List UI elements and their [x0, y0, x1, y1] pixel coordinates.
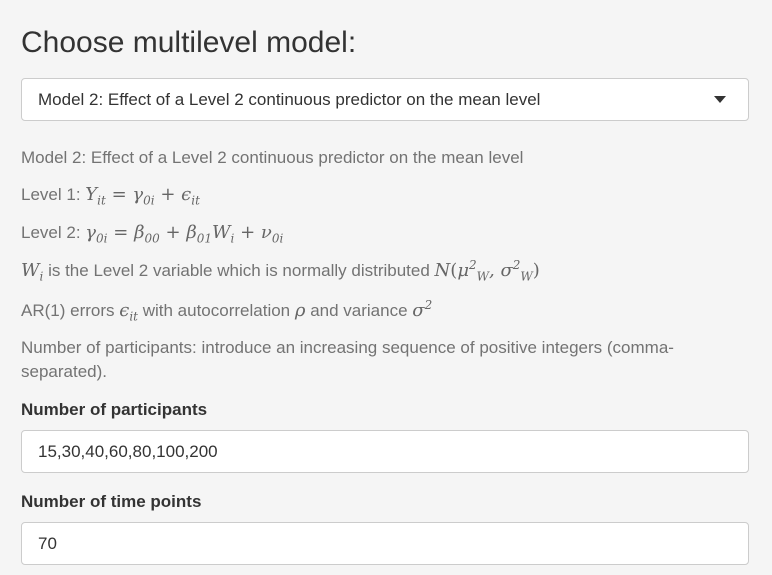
participants-label: Number of participants: [21, 400, 208, 419]
level1-equation: Level 1: Yit = γ0i + ϵit: [21, 183, 749, 207]
level1-prefix: Level 1:: [21, 185, 86, 204]
level1-formula: Yit = γ0i + ϵit: [85, 184, 200, 208]
ar-middle: with autocorrelation: [138, 301, 295, 320]
normal-distribution-formula: N(μ2W, σ2W): [434, 258, 540, 284]
participants-help-text: Number of participants: introduce an inc…: [21, 338, 674, 381]
model-select[interactable]: Model 2: Effect of a Level 2 continuous …: [21, 78, 749, 121]
level2-equation: Level 2: γ0i = β00 + β01Wi + ν0i: [21, 221, 749, 245]
level2-formula: γ0i = β00 + β01Wi + ν0i: [85, 222, 284, 246]
wi-description: Wi is the Level 2 variable which is norm…: [21, 259, 749, 283]
wi-text: is the Level 2 variable which is normall…: [43, 261, 435, 280]
model-description: Model 2: Effect of a Level 2 continuous …: [21, 148, 524, 167]
timepoints-input[interactable]: [21, 522, 749, 565]
rho-symbol: ρ: [294, 300, 306, 321]
page-title: Choose multilevel model:: [21, 26, 357, 59]
level2-prefix: Level 2:: [21, 223, 86, 242]
sigma-squared-symbol: σ2: [412, 298, 433, 321]
model-select-value: Model 2: Effect of a Level 2 continuous …: [38, 89, 541, 109]
caret-down-icon[interactable]: [714, 96, 726, 103]
participants-input[interactable]: [21, 430, 749, 473]
ar-errors-description: AR(1) errors ϵit with autocorrelation ρ …: [21, 299, 749, 323]
ar-and: and variance: [305, 301, 413, 320]
ar-prefix: AR(1) errors: [21, 301, 120, 320]
wi-symbol: Wi: [21, 260, 44, 284]
error-symbol: ϵit: [119, 300, 138, 324]
timepoints-label: Number of time points: [21, 492, 202, 511]
